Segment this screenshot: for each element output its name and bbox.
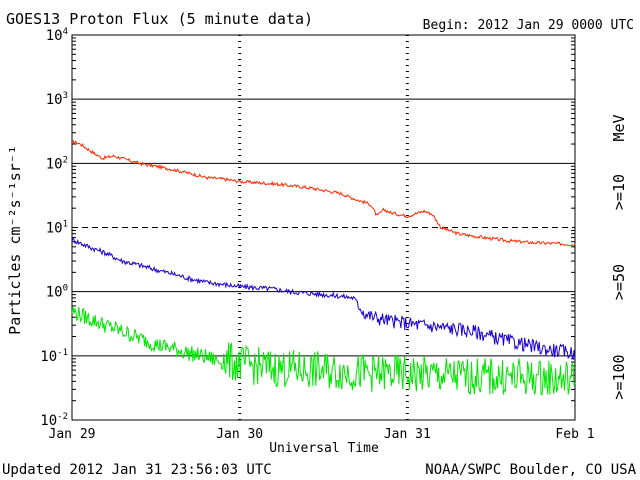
y-tick-label: 10-1	[40, 348, 68, 365]
gridlines	[72, 98, 575, 357]
x-axis-label: Universal Time	[269, 441, 379, 456]
x-tick-label: Feb 1	[555, 427, 594, 442]
chart-title: GOES13 Proton Flux (5 minute data)	[6, 10, 313, 28]
legend-10mev: >=10	[610, 174, 628, 210]
source-credit: NOAA/SWPC Boulder, CO USA	[425, 462, 636, 478]
y-tick-label: 100	[46, 284, 68, 301]
y-axis-label: Particles cm⁻²s⁻¹sr⁻¹	[6, 145, 24, 335]
legend-50mev: >=50	[610, 264, 628, 300]
legend-100mev: >=100	[610, 354, 628, 399]
day-tick-marks	[238, 35, 409, 420]
y-tick-label: 101	[46, 220, 68, 237]
x-tick-label: Jan 29	[49, 427, 96, 442]
y-tick-labels: 10-2 10-1 100 101 102 103 104	[40, 27, 68, 429]
y-tick-label: 104	[46, 27, 68, 44]
y-tick-label: 102	[46, 155, 68, 172]
series-layer	[71, 139, 576, 395]
x-tick-label: Jan 30	[216, 427, 263, 442]
legend-10mev-unit: MeV	[610, 114, 628, 141]
x-tick-label: Jan 31	[384, 427, 431, 442]
begin-label: Begin: 2012 Jan 29 0000 UTC	[423, 18, 634, 33]
y-tick-label: 103	[46, 91, 68, 108]
series-line-1	[71, 237, 576, 361]
series-line-2	[71, 306, 576, 395]
x-tick-labels: Jan 29 Jan 30 Jan 31 Feb 1	[49, 427, 595, 442]
updated-timestamp: Updated 2012 Jan 31 23:56:03 UTC	[2, 462, 272, 478]
y-minor-ticks	[72, 37, 575, 402]
series-line-0	[71, 139, 576, 247]
y-tick-label: 10-2	[40, 412, 68, 429]
